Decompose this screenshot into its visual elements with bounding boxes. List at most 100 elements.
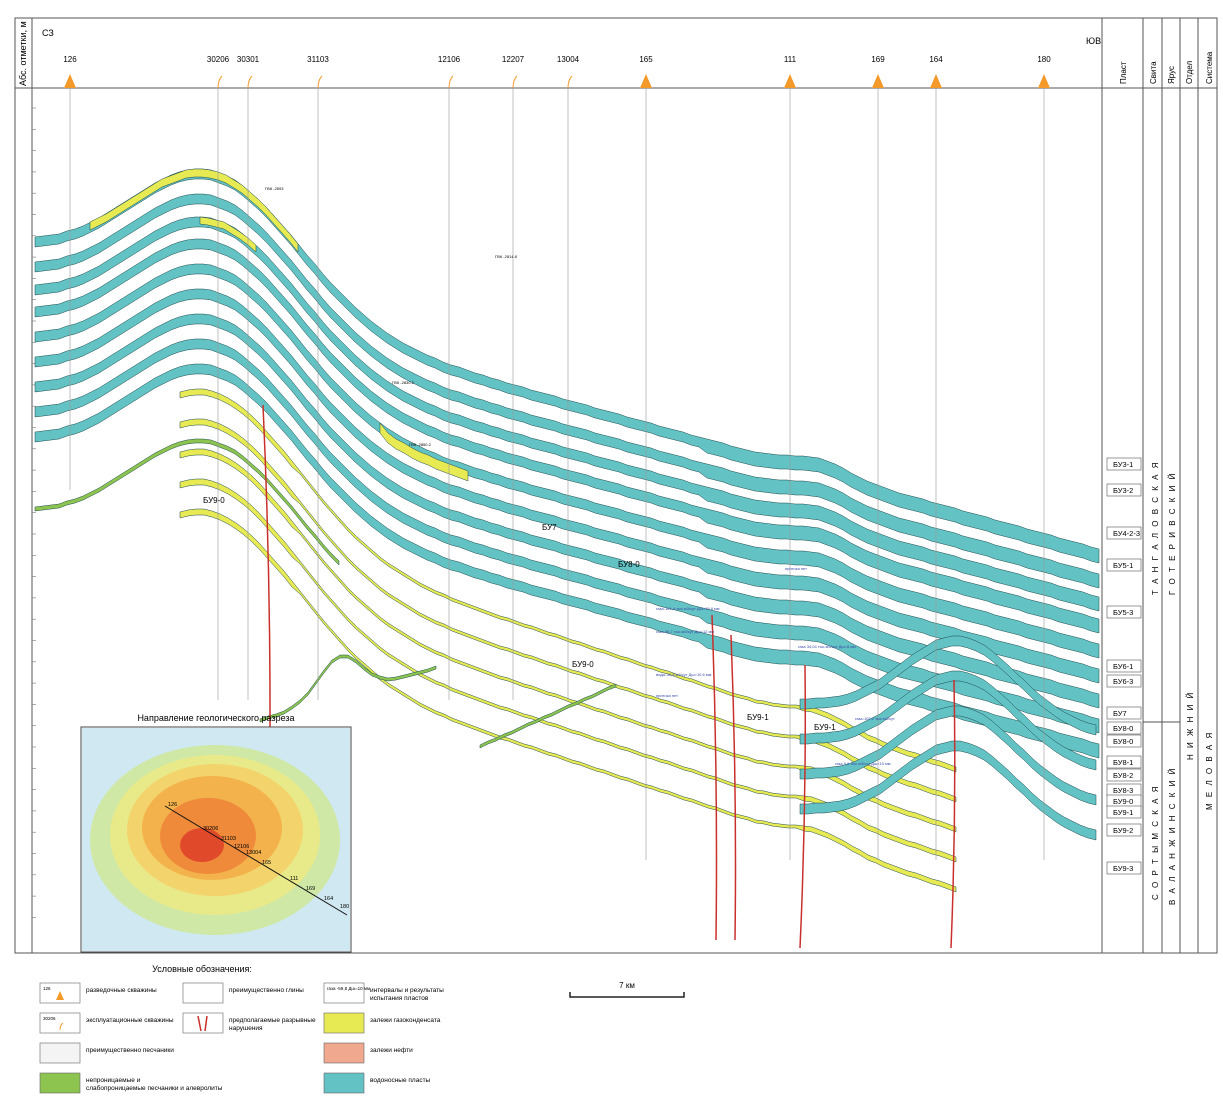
gas-layer: [179, 448, 957, 833]
plast-label: БУ5-1: [1113, 561, 1133, 570]
gas-layer: [179, 388, 957, 773]
col-header-otdel: Отдел: [1185, 61, 1194, 84]
test-annotation: газа-56,7 тыс.м3/сут Дш=12 мм: [656, 629, 714, 634]
water-layer: [34, 216, 1100, 612]
water-layer: [34, 363, 1100, 759]
production-well-icon: [512, 75, 518, 89]
gas-layer: [179, 508, 957, 893]
section-frame: [14, 17, 1218, 954]
water-layer: [34, 338, 1100, 734]
plast-label: БУ9-3: [1113, 864, 1133, 873]
col-header-sistema: Система: [1205, 51, 1214, 84]
exploration-well-icon: [56, 991, 64, 1000]
water-layer: [799, 635, 1097, 736]
fault-icon: [204, 1015, 208, 1032]
section-label: БУ9-1: [747, 713, 769, 722]
legend-swatch: [182, 1012, 224, 1034]
inset-well-label: 111: [290, 876, 298, 882]
production-well-icon: [59, 1022, 64, 1031]
plast-cell: [1106, 457, 1142, 471]
plast-label: БУ8-0: [1113, 737, 1133, 746]
section-label: БУ9-0: [203, 496, 225, 505]
plast-cell: [1106, 805, 1142, 819]
svita-upper-label: Т А Н Г А Л О В С К А Я: [1151, 461, 1160, 595]
layers-group: [34, 168, 1100, 893]
yarus-lower-label: В А Л А Н Ж И Н С К И Й: [1168, 767, 1177, 905]
plast-label: БУ8-0: [1113, 724, 1133, 733]
gvk-label: ГВК -2693: [265, 186, 284, 191]
svita-lower-label: С О Р Т Ы М С К А Я: [1151, 784, 1160, 900]
plast-cell: [1106, 674, 1142, 688]
section-label: БУ8-0: [618, 560, 640, 569]
legend-swatch: [323, 1042, 365, 1064]
gvk-label: ГВК -2814.8: [495, 254, 518, 259]
faults-group: [262, 404, 956, 949]
plast-label: БУ8-3: [1113, 786, 1133, 795]
direction-left: СЗ: [42, 28, 54, 38]
legend-swatch: [39, 1072, 81, 1094]
test-annotation: воды-30,8 м3/сут Дш=10,6 мм: [656, 672, 712, 677]
well-label: 111: [784, 55, 797, 64]
plast-column: БУ3-1 БУ3-2 БУ4-2-3 БУ5-1 БУ5-3 БУ6-1 БУ6-3 БУ7…: [1106, 457, 1142, 875]
exploration-well-icon: [930, 74, 942, 88]
test-annotation: газа 34,04 тыс.м3/сут Дш=8 мм: [798, 644, 856, 649]
plast-label: БУ6-3: [1113, 677, 1133, 686]
plast-label: БУ7: [1113, 709, 1127, 718]
col-header-yarus: Ярус: [1167, 66, 1176, 84]
well-label: 164: [929, 55, 943, 64]
well-label: 126: [63, 55, 77, 64]
exploration-well-icon: [1038, 74, 1050, 88]
water-layer: [34, 238, 1100, 634]
test-annotation: притока нет: [785, 566, 807, 571]
test-annotation: притока нет: [656, 693, 678, 698]
fault-line: [799, 664, 807, 949]
test-annotation: газа 5,9 тыс.м3/сут Дш=10 мм: [835, 761, 891, 766]
col-header-svita: Свита: [1149, 61, 1158, 84]
legend-swatch: [323, 1072, 365, 1094]
plast-cell: [1106, 721, 1142, 735]
inset-well-label: 164: [324, 896, 333, 902]
inset-contour: [180, 828, 224, 862]
fault-line: [730, 634, 737, 941]
well-label: 12207: [502, 55, 525, 64]
gvk-label: ГВК -2850.2: [409, 442, 432, 447]
fault-line: [950, 679, 956, 949]
tight-layer: [259, 654, 437, 723]
section-label: БУ7: [542, 523, 557, 532]
scale-bar: 7 км: [569, 981, 685, 998]
plast-cell: [1106, 734, 1142, 748]
water-layer: [34, 193, 1100, 589]
water-layer: [34, 288, 1100, 684]
scale-label: 7 км: [619, 981, 635, 990]
well-label: 169: [871, 55, 885, 64]
legend-label: разведочные скважины: [86, 987, 157, 994]
plast-cell: [1106, 558, 1142, 572]
plast-label: БУ8-2: [1113, 771, 1133, 780]
section-label: БУ9-0: [572, 660, 594, 669]
sistema-label: М Е Л О В А Я: [1205, 731, 1214, 810]
inset-title: Направление геологического разреза: [137, 713, 294, 723]
plast-label: БУ9-1: [1113, 808, 1133, 817]
legend-swatch: [182, 982, 224, 1004]
legend-swatch: [323, 982, 365, 1004]
well-label: 30301: [237, 55, 260, 64]
water-layer: [799, 670, 1097, 771]
inset-well-label: 169: [306, 886, 315, 892]
legend-label: залежи газоконденсата: [370, 1017, 441, 1024]
production-well-icon: [567, 75, 573, 89]
plast-label: БУ9-2: [1113, 826, 1133, 835]
legend-swatch: [323, 1012, 365, 1034]
inset-well-label: 13004: [246, 850, 261, 856]
plast-label: БУ3-1: [1113, 460, 1133, 469]
plast-cell: [1106, 861, 1142, 875]
inset-well-label: 12106: [234, 844, 249, 850]
scale-bar-line: [569, 992, 685, 998]
exploration-well-icon: [64, 74, 76, 88]
axis-title: Абс. отметки, м: [18, 21, 28, 86]
well-label: 180: [1037, 55, 1051, 64]
section-label: БУ9-1: [814, 723, 836, 732]
plast-cell: [1106, 526, 1142, 540]
legend-sample: газа -59,8 Дш=10 мм: [327, 986, 370, 991]
production-well-icon: [448, 75, 454, 89]
depth-ticks: [32, 107, 36, 918]
